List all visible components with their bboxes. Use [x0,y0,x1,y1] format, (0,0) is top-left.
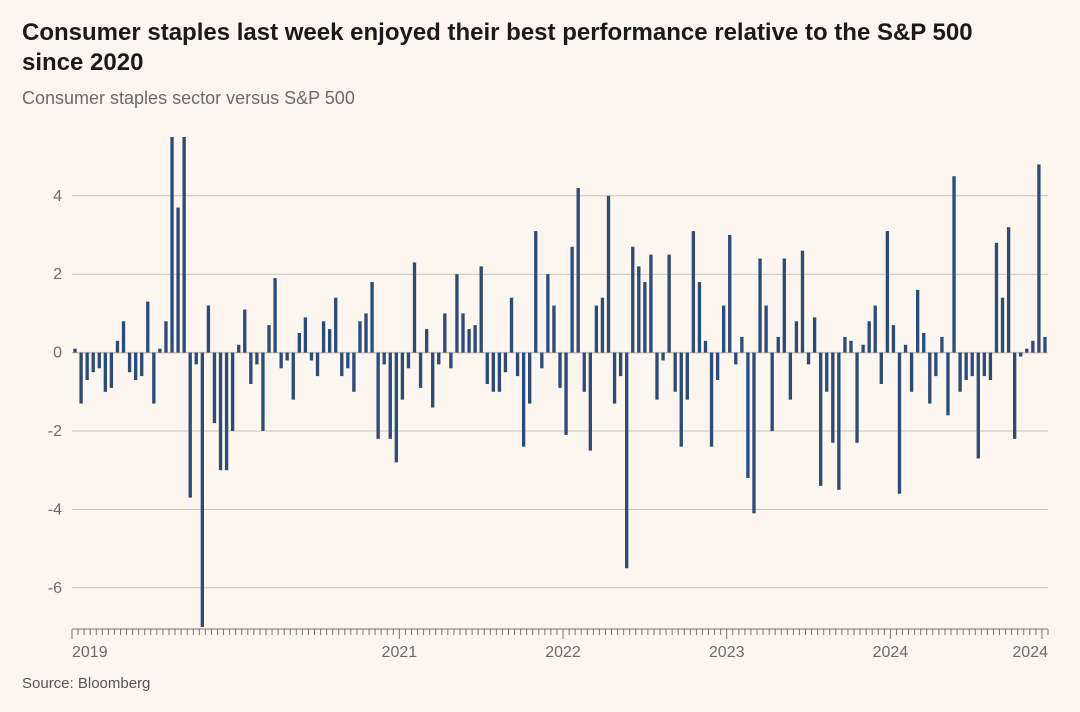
svg-text:-4: -4 [48,501,62,518]
svg-text:0: 0 [53,345,62,362]
svg-text:2022: 2022 [545,644,581,661]
chart-title: Consumer staples last week enjoyed their… [22,18,1022,78]
svg-text:2019: 2019 [72,644,108,661]
chart-subtitle: Consumer staples sector versus S&P 500 [22,88,1058,109]
svg-text:2024: 2024 [1012,644,1048,661]
svg-text:2023: 2023 [709,644,745,661]
chart-source: Source: Bloomberg [22,675,1058,692]
svg-text:2024: 2024 [873,644,909,661]
svg-text:-2: -2 [48,423,62,440]
svg-text:2021: 2021 [382,644,418,661]
svg-text:-6: -6 [48,580,62,597]
svg-text:4: 4 [53,188,62,205]
bar-chart: -6 -4 -2 0 2 4 2019 2021 2022 2023 2024 2024 [22,127,1058,667]
svg-text:2: 2 [53,266,62,283]
